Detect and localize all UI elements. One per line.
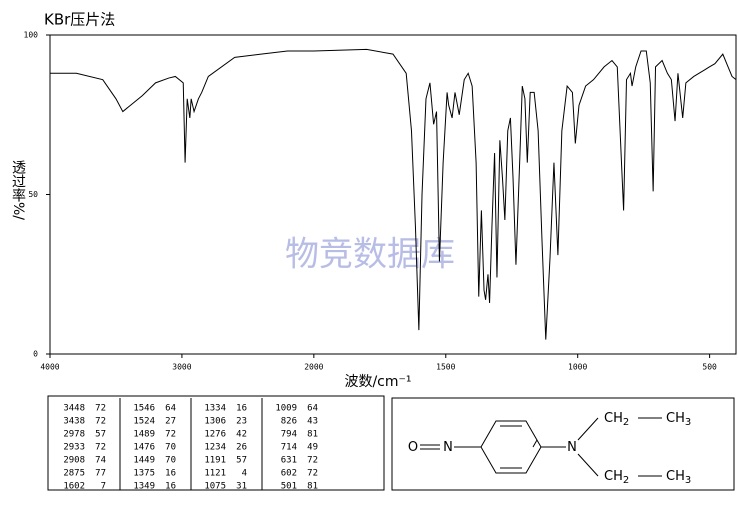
atom-symbol: CH [666,411,685,426]
peak-table-cell: 1234 [204,443,226,453]
peak-table-cell: 2875 [63,469,85,479]
peak-table-cell: 43 [307,417,318,427]
peak-table-cell: 31 [236,482,247,492]
peak-table-cell: 1334 [204,404,226,414]
atom-subscript: 3 [685,417,691,428]
peak-table-cell: 72 [95,404,106,414]
peak-table-cell: 1349 [133,482,155,492]
y-tick-label: 0 [33,350,38,359]
x-tick-label: 500 [702,363,717,372]
peak-table-cell: 64 [307,404,318,414]
atom-symbol: N [567,440,577,455]
peak-table-cell: 16 [236,404,247,414]
peak-table-cell: 57 [95,430,106,440]
peak-table-cell: 23 [236,417,247,427]
peak-table-cell: 70 [165,443,176,453]
atom-symbol: CH [604,469,623,484]
peak-table-cell: 794 [281,430,297,440]
atom-symbol: CH [666,469,685,484]
peak-table-cell: 714 [281,443,297,453]
peak-table-cell: 4 [242,469,247,479]
peak-table-cell: 3438 [63,417,85,427]
peak-table-cell: 2933 [63,443,85,453]
peak-table-cell: 64 [165,404,176,414]
x-axis-label: 波数/cm⁻¹ [344,374,411,390]
peak-table-cell: 70 [165,456,176,466]
y-axis-label: 透过率%/ [10,160,26,220]
peak-table-cell: 1476 [133,443,155,453]
structure-frame [391,397,735,491]
peak-table-cell: 2978 [63,430,85,440]
peak-table-cell: 1191 [204,456,226,466]
peak-table-cell: 49 [307,443,318,453]
peak-table-cell: 26 [236,443,247,453]
peak-table-cell: 7 [101,482,106,492]
x-tick-label: 2000 [304,363,323,372]
spectrum-line [50,48,737,340]
x-tick-label: 1000 [568,363,587,372]
peak-table-cell: 1009 [275,404,297,414]
atom-symbol: O [408,440,418,455]
peak-table-frame [47,395,385,491]
peak-table-cell: 72 [165,430,176,440]
peak-table-cell: 1375 [133,469,155,479]
peak-table-cell: 72 [307,456,318,466]
x-tick-label: 4000 [40,363,59,372]
peak-table-cell: 81 [307,482,318,492]
peak-table-cell: 1449 [133,456,155,466]
atom-label: N [567,440,577,455]
y-tick-label: 100 [24,31,39,40]
x-tick-label: 1500 [436,363,455,372]
atom-subscript: 3 [685,475,691,486]
peak-table-cell: 1602 [63,482,85,492]
atom-symbol: N [443,440,453,455]
peak-table-cell: 1121 [204,469,226,479]
peak-table-cell: 72 [95,417,106,427]
peak-table-cell: 631 [281,456,297,466]
peak-table-cell: 74 [95,456,106,466]
atom-label: CH2 [604,469,629,487]
structure-bonds [420,417,662,477]
peak-table-cell: 16 [165,482,176,492]
atom-label: O [408,440,418,455]
peak-table-cell: 2908 [63,456,85,466]
atom-subscript: 2 [623,417,629,428]
atom-label: CH3 [666,411,691,429]
atom-label: N [443,440,453,455]
peak-table-cell: 602 [281,469,297,479]
peak-table-cell: 16 [165,469,176,479]
atom-subscript: 2 [623,475,629,486]
peak-table-cell: 77 [95,469,106,479]
x-tick-label: 3000 [172,363,191,372]
atom-label: CH3 [666,469,691,487]
peak-table-cell: 57 [236,456,247,466]
peak-table-cell: 72 [307,469,318,479]
chart-title: KBr压片法 [44,11,115,29]
peak-table-cell: 501 [281,482,297,492]
peak-table-cell: 1075 [204,482,226,492]
peak-table-cell: 1489 [133,430,155,440]
watermark: 物竞数据库 [285,235,455,275]
peak-table-cell: 42 [236,430,247,440]
peak-table-cell: 27 [165,417,176,427]
peak-table-cell: 1546 [133,404,155,414]
peak-table-cell: 81 [307,430,318,440]
atom-label: CH2 [604,411,629,429]
peak-table-cell: 1524 [133,417,155,427]
atom-symbol: CH [604,411,623,426]
peak-table-cell: 1276 [204,430,226,440]
peak-table-cell: 826 [281,417,297,427]
y-tick-label: 50 [28,190,38,199]
peak-table-cell: 72 [95,443,106,453]
peak-table-cell: 1306 [204,417,226,427]
peak-table-cell: 3448 [63,404,85,414]
